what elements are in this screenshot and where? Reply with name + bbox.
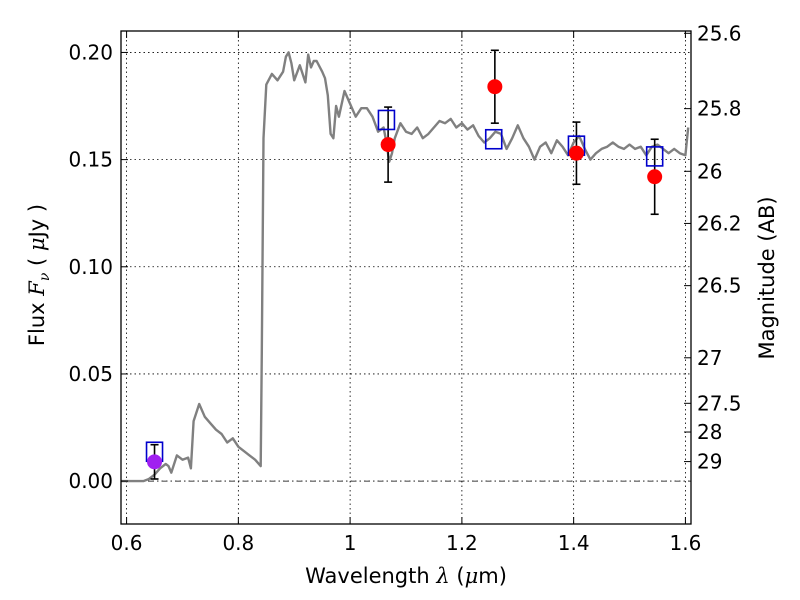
observed-point-1 xyxy=(380,137,396,153)
y-tick-label-4: 0.20 xyxy=(68,40,113,64)
magnitude-tick-label-2: 26 xyxy=(697,159,722,183)
magnitude-axis-ticks: 25.6 25.8 26 26.2 26.5 27 27.5 28 29 xyxy=(684,21,742,474)
magnitude-tick-label-6: 27.5 xyxy=(697,391,742,415)
x-tick-label-4: 1.4 xyxy=(558,531,590,555)
magnitude-tick-label-5: 27 xyxy=(697,346,722,370)
grid-lines xyxy=(121,31,691,524)
magnitude-axis-title: Magnitude (AB) xyxy=(755,196,779,359)
x-tick-label-2: 1 xyxy=(344,531,357,555)
magnitude-tick-label-0: 25.6 xyxy=(697,21,742,45)
errorbar-layer xyxy=(150,49,659,480)
observed-point-0 xyxy=(147,454,163,470)
magnitude-tick-label-7: 28 xyxy=(697,420,722,444)
y-tick-label-0: 0.00 xyxy=(68,469,113,493)
x-axis-title: Wavelength λ (μm) xyxy=(305,564,507,588)
plot-frame xyxy=(120,30,692,525)
magnitude-tick-label-3: 26.2 xyxy=(697,211,742,235)
synthetic-square-marker-2 xyxy=(484,128,503,150)
magnitude-tick-label-1: 25.8 xyxy=(697,97,742,121)
x-tick-label-0: 0.6 xyxy=(111,531,143,555)
synthetic-square-marker-1 xyxy=(377,109,396,131)
synthetic-marker-layer xyxy=(145,109,664,463)
observed-point-2 xyxy=(487,79,503,95)
magnitude-tick-label-8: 29 xyxy=(697,450,722,474)
x-tick-label-3: 1.2 xyxy=(446,531,478,555)
x-tick-label-1: 0.8 xyxy=(222,531,254,555)
synthetic-square-marker-4 xyxy=(645,146,664,167)
y-axis-ticks: 0.00 0.05 0.10 0.15 0.20 xyxy=(68,40,128,493)
observed-point-4 xyxy=(647,169,663,185)
observed-marker-layer xyxy=(147,79,663,470)
y-axis-title: Flux Fν ( μJy ) xyxy=(25,204,53,346)
y-tick-label-2: 0.10 xyxy=(68,255,113,279)
observed-point-3 xyxy=(568,145,584,161)
magnitude-tick-label-4: 26.5 xyxy=(697,274,742,298)
y-tick-label-3: 0.15 xyxy=(68,148,113,172)
y-tick-label-1: 0.05 xyxy=(68,362,113,386)
x-tick-label-5: 1.6 xyxy=(670,531,702,555)
x-axis-ticks: 0.6 0.8 1 1.2 1.4 1.6 xyxy=(111,31,702,555)
